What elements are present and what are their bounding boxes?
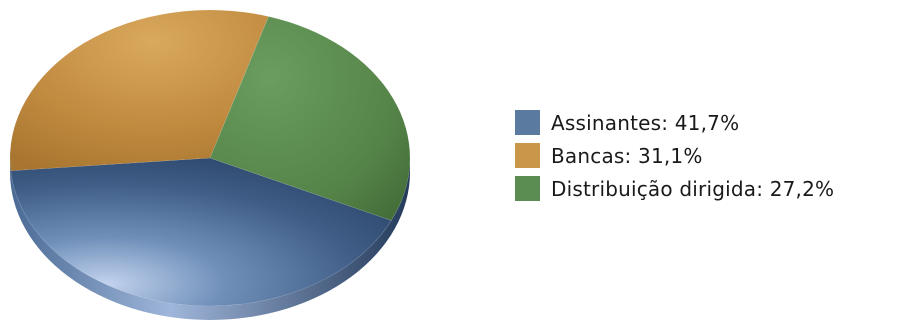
legend-swatch [515, 176, 540, 201]
legend-label: Assinantes: 41,7% [551, 110, 740, 135]
legend-item-assinantes: Assinantes: 41,7% [515, 108, 834, 137]
pie-slice-distribuicao-dirigida [209, 16, 411, 221]
legend-item-distribuicao-dirigida: Distribuição dirigida: 27,2% [515, 174, 834, 203]
legend-item-bancas: Bancas: 31,1% [515, 141, 834, 170]
pie-slice-assinantes [10, 157, 392, 307]
legend-label: Bancas: 31,1% [551, 143, 703, 168]
legend-label: Distribuição dirigida: 27,2% [551, 176, 835, 201]
legend-swatch [515, 143, 540, 168]
pie-slice-bancas [9, 9, 269, 172]
legend: Assinantes: 41,7% Bancas: 31,1% Distribu… [515, 108, 834, 203]
legend-swatch [515, 110, 540, 135]
